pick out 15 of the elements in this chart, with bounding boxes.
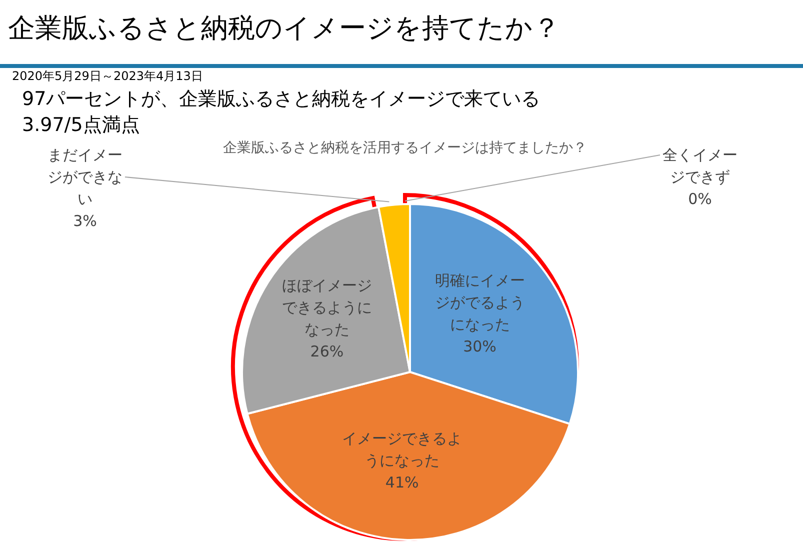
category-label: 全くイメージできず (662, 146, 738, 186)
chart-subtitle: 企業版ふるさと納税を活用するイメージは持てましたか？ (223, 140, 587, 156)
text: 2020年5月29日～2023年4月13日 (12, 68, 203, 85)
data-label: 41% (385, 473, 419, 492)
text: 0% (688, 190, 712, 208)
data-label: 3% (73, 212, 97, 230)
chart-title: 企業版ふるさと納税のイメージを持てたか？ (8, 12, 560, 46)
text: 3.97/5点満点 (22, 113, 140, 138)
slice-label: 明確にイメージがでるようになった (434, 272, 525, 334)
text: 97パーセントが、企業版ふるさと納税をイメージで来ている (22, 87, 540, 112)
slice-label: イメージできるようになった (342, 429, 462, 470)
slice-label: まだイメージができない (48, 146, 122, 208)
slice-label: ほぼイメージできるようになった (282, 276, 372, 338)
data-label: 30% (463, 338, 496, 356)
data-label: 26% (310, 342, 344, 360)
